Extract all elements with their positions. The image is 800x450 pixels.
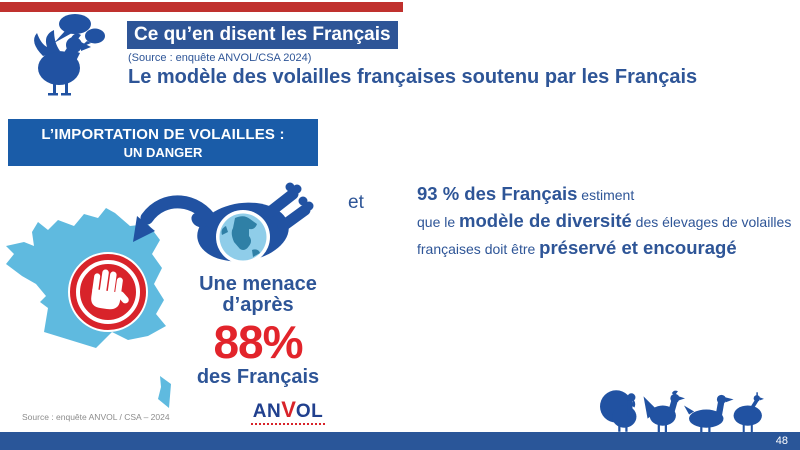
header-source: (Source : enquête ANVOL/CSA 2024) [128, 52, 312, 64]
globe-continents [221, 216, 260, 257]
turkey-icon [600, 390, 637, 432]
stat-line2-regular1: que le [417, 214, 460, 230]
stop-hand-icon [68, 252, 148, 332]
danger-box-title: L’IMPORTATION DE VOLAILLES : [41, 125, 285, 143]
page-number: 48 [775, 435, 788, 447]
stat-line2-bold: modèle de diversité [459, 210, 632, 231]
danger-box: L’IMPORTATION DE VOLAILLES : UN DANGER [8, 119, 318, 166]
stat-line3: françaises doit être préservé et encoura… [417, 235, 787, 262]
hen-icon [643, 390, 686, 433]
anvol-logo-an: AN [252, 401, 282, 422]
threat-percentage: 88% [213, 316, 303, 368]
slide-title-bar: Ce qu’en disent les Français [127, 21, 398, 49]
import-threat-illustration [6, 182, 314, 408]
threat-line2: d’après [222, 294, 294, 316]
diversity-stat-text: 93 % des Français estiment que le modèle… [417, 181, 791, 262]
anvol-logo: ANVOL [242, 399, 334, 425]
guinea-fowl-icon [733, 392, 764, 433]
poultry-silhouettes [600, 390, 764, 433]
anvol-tagline-line [251, 423, 325, 425]
anvol-logo-v: V [281, 397, 296, 422]
threat-line1: Une menace [199, 273, 317, 295]
plucked-chicken-with-globe-icon [191, 182, 314, 264]
danger-box-subtitle: UN DANGER [123, 144, 203, 160]
threat-text: Une menace d’après 88% des Français [191, 274, 325, 388]
duck-icon [684, 394, 734, 433]
anvol-logo-ol: OL [295, 401, 324, 422]
footer-bar: 48 [0, 432, 800, 450]
curved-arrow-icon [133, 195, 219, 242]
stat-line3-bold: préservé et encouragé [539, 237, 737, 258]
rooster-with-speech-bubbles-icon [34, 14, 105, 96]
map-source-text: Source : enquête ANVOL / CSA – 2024 [22, 412, 170, 422]
stat-line2-regular2: des élevages de volailles [631, 214, 792, 230]
connector-text: et [348, 192, 364, 213]
headline: Le modèle des volailles françaises soute… [128, 66, 698, 88]
stat-line3-regular: françaises doit être [417, 241, 540, 257]
threat-line3: des Français [196, 366, 320, 388]
top-accent-bar [0, 2, 403, 12]
stat-line2: que le modèle de diversité des élevages … [417, 208, 791, 235]
stat-line1-regular: estiment [577, 187, 635, 203]
stat-line1-bold: 93 % des Français [417, 183, 578, 204]
stat-line1: 93 % des Français estiment [417, 181, 787, 208]
slide-title: Ce qu’en disent les Français [134, 24, 391, 45]
